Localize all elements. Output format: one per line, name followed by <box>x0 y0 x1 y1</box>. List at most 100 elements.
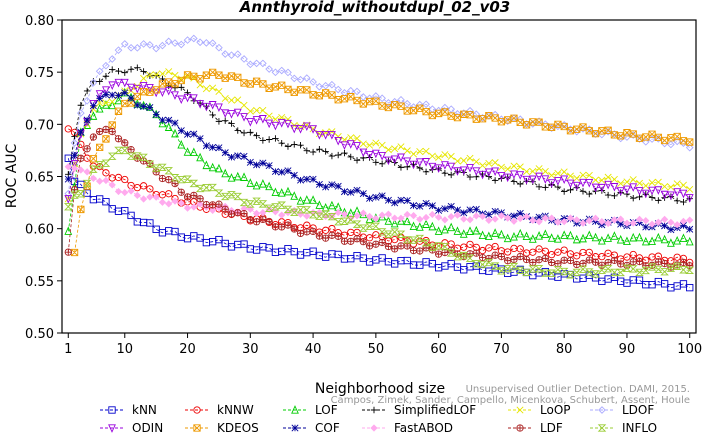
data-point-kdeos <box>397 102 405 110</box>
data-point-ldf <box>535 256 543 263</box>
data-point-ldf <box>109 128 116 135</box>
data-point-cof <box>77 128 85 136</box>
data-point-inflo <box>446 249 456 257</box>
data-point-ldf <box>648 261 656 269</box>
data-point-lof <box>284 186 292 196</box>
data-point-cof <box>347 188 355 196</box>
data-point-odin <box>409 160 418 170</box>
data-point-ldf <box>441 248 449 257</box>
legend-marker-knnw <box>193 406 201 414</box>
data-point-knn <box>660 280 669 288</box>
data-point-inflo <box>616 268 625 277</box>
data-point-ldf <box>190 191 198 200</box>
data-point-inflo <box>76 190 86 198</box>
data-point-loop <box>447 152 455 160</box>
data-point-ldof <box>466 106 474 115</box>
data-point-odin <box>447 162 456 172</box>
legend-item-knnw: kNNW <box>185 403 254 417</box>
data-point-lof <box>390 218 399 228</box>
x-tick-label: 70 <box>493 342 510 357</box>
data-point-ldf <box>114 135 123 143</box>
data-point-ldf <box>353 235 361 242</box>
data-point-ldf <box>234 209 241 216</box>
data-point-fastabod <box>667 218 675 227</box>
data-point-ldf <box>265 217 273 226</box>
data-point-inflo <box>490 262 500 270</box>
data-point-kdeos <box>108 121 116 129</box>
data-point-simplifiedlof <box>284 143 292 150</box>
data-point-lof <box>189 147 198 157</box>
data-point-loop <box>64 195 72 203</box>
data-point-loop <box>686 185 694 193</box>
data-point-lof <box>497 229 506 239</box>
data-point-inflo <box>233 192 243 201</box>
data-point-ldf <box>322 234 329 242</box>
data-point-simplifiedlof <box>316 146 323 153</box>
data-point-cof <box>353 186 361 194</box>
data-point-ldf <box>215 200 223 208</box>
data-point-ldf <box>416 247 424 255</box>
data-point-ldof <box>246 60 255 69</box>
data-point-knnw <box>529 248 537 256</box>
data-point-fastabod <box>529 216 537 224</box>
data-point-knnw <box>466 240 474 249</box>
legend-marker-inflo <box>597 424 607 432</box>
data-point-inflo <box>509 262 519 271</box>
data-point-lof <box>623 236 631 246</box>
data-point-ldf <box>297 230 304 237</box>
data-point-lof <box>227 173 236 182</box>
data-point-lof <box>547 233 556 242</box>
data-point-ldf <box>222 206 229 213</box>
legend-label-loop: LoOP <box>540 403 571 417</box>
data-point-ldf <box>196 195 204 202</box>
chart-title: Annthyroid_withoutdupl_02_v03 <box>239 0 511 16</box>
data-point-loop <box>598 176 606 184</box>
data-point-loop <box>428 152 436 160</box>
data-point-fastabod <box>259 209 267 217</box>
data-point-inflo <box>133 152 142 160</box>
watermark: Unsupervised Outlier Detection. DAMI, 20… <box>331 384 690 406</box>
data-point-kdeos <box>478 115 487 123</box>
data-point-kdeos <box>447 112 455 120</box>
watermark-line: Campos, Zimek, Sander, Campello, Micenko… <box>331 395 690 406</box>
data-point-knnw <box>541 247 549 255</box>
data-point-ldof <box>328 80 336 89</box>
data-point-inflo <box>528 265 538 273</box>
data-point-ldof <box>673 137 682 146</box>
data-point-ldof <box>152 44 160 53</box>
data-point-odin <box>309 125 317 134</box>
data-point-ldf <box>334 233 342 240</box>
data-point-inflo <box>635 268 644 277</box>
data-point-knnw <box>64 125 72 133</box>
data-point-simplifiedlof <box>291 141 298 148</box>
data-point-lof <box>434 226 443 235</box>
data-point-kdeos <box>265 84 273 92</box>
data-point-ldof <box>277 66 286 75</box>
data-point-loop <box>184 73 192 81</box>
data-point-odin <box>334 137 343 146</box>
data-point-ldof <box>208 39 217 47</box>
data-point-fastabod <box>133 191 141 200</box>
data-point-odin <box>246 118 255 127</box>
data-point-loop <box>560 168 568 176</box>
data-point-ldf <box>516 252 524 261</box>
data-point-fastabod <box>491 215 499 223</box>
data-point-fastabod <box>472 212 480 220</box>
data-point-odin <box>321 131 330 140</box>
data-point-fastabod <box>165 200 173 208</box>
data-point-lof <box>233 171 242 181</box>
data-point-lof <box>453 226 462 235</box>
data-point-odin <box>215 103 223 113</box>
data-point-ldof <box>309 78 317 86</box>
data-point-odin <box>346 140 355 149</box>
data-point-cof <box>215 144 223 152</box>
data-point-lof <box>503 233 512 243</box>
data-point-ldf <box>171 179 179 188</box>
data-point-ldf <box>215 200 223 208</box>
data-point-cof <box>177 127 185 135</box>
data-point-knnw <box>409 240 418 248</box>
data-point-inflo <box>202 184 211 192</box>
data-point-odin <box>635 187 644 196</box>
data-point-ldf <box>554 260 562 267</box>
